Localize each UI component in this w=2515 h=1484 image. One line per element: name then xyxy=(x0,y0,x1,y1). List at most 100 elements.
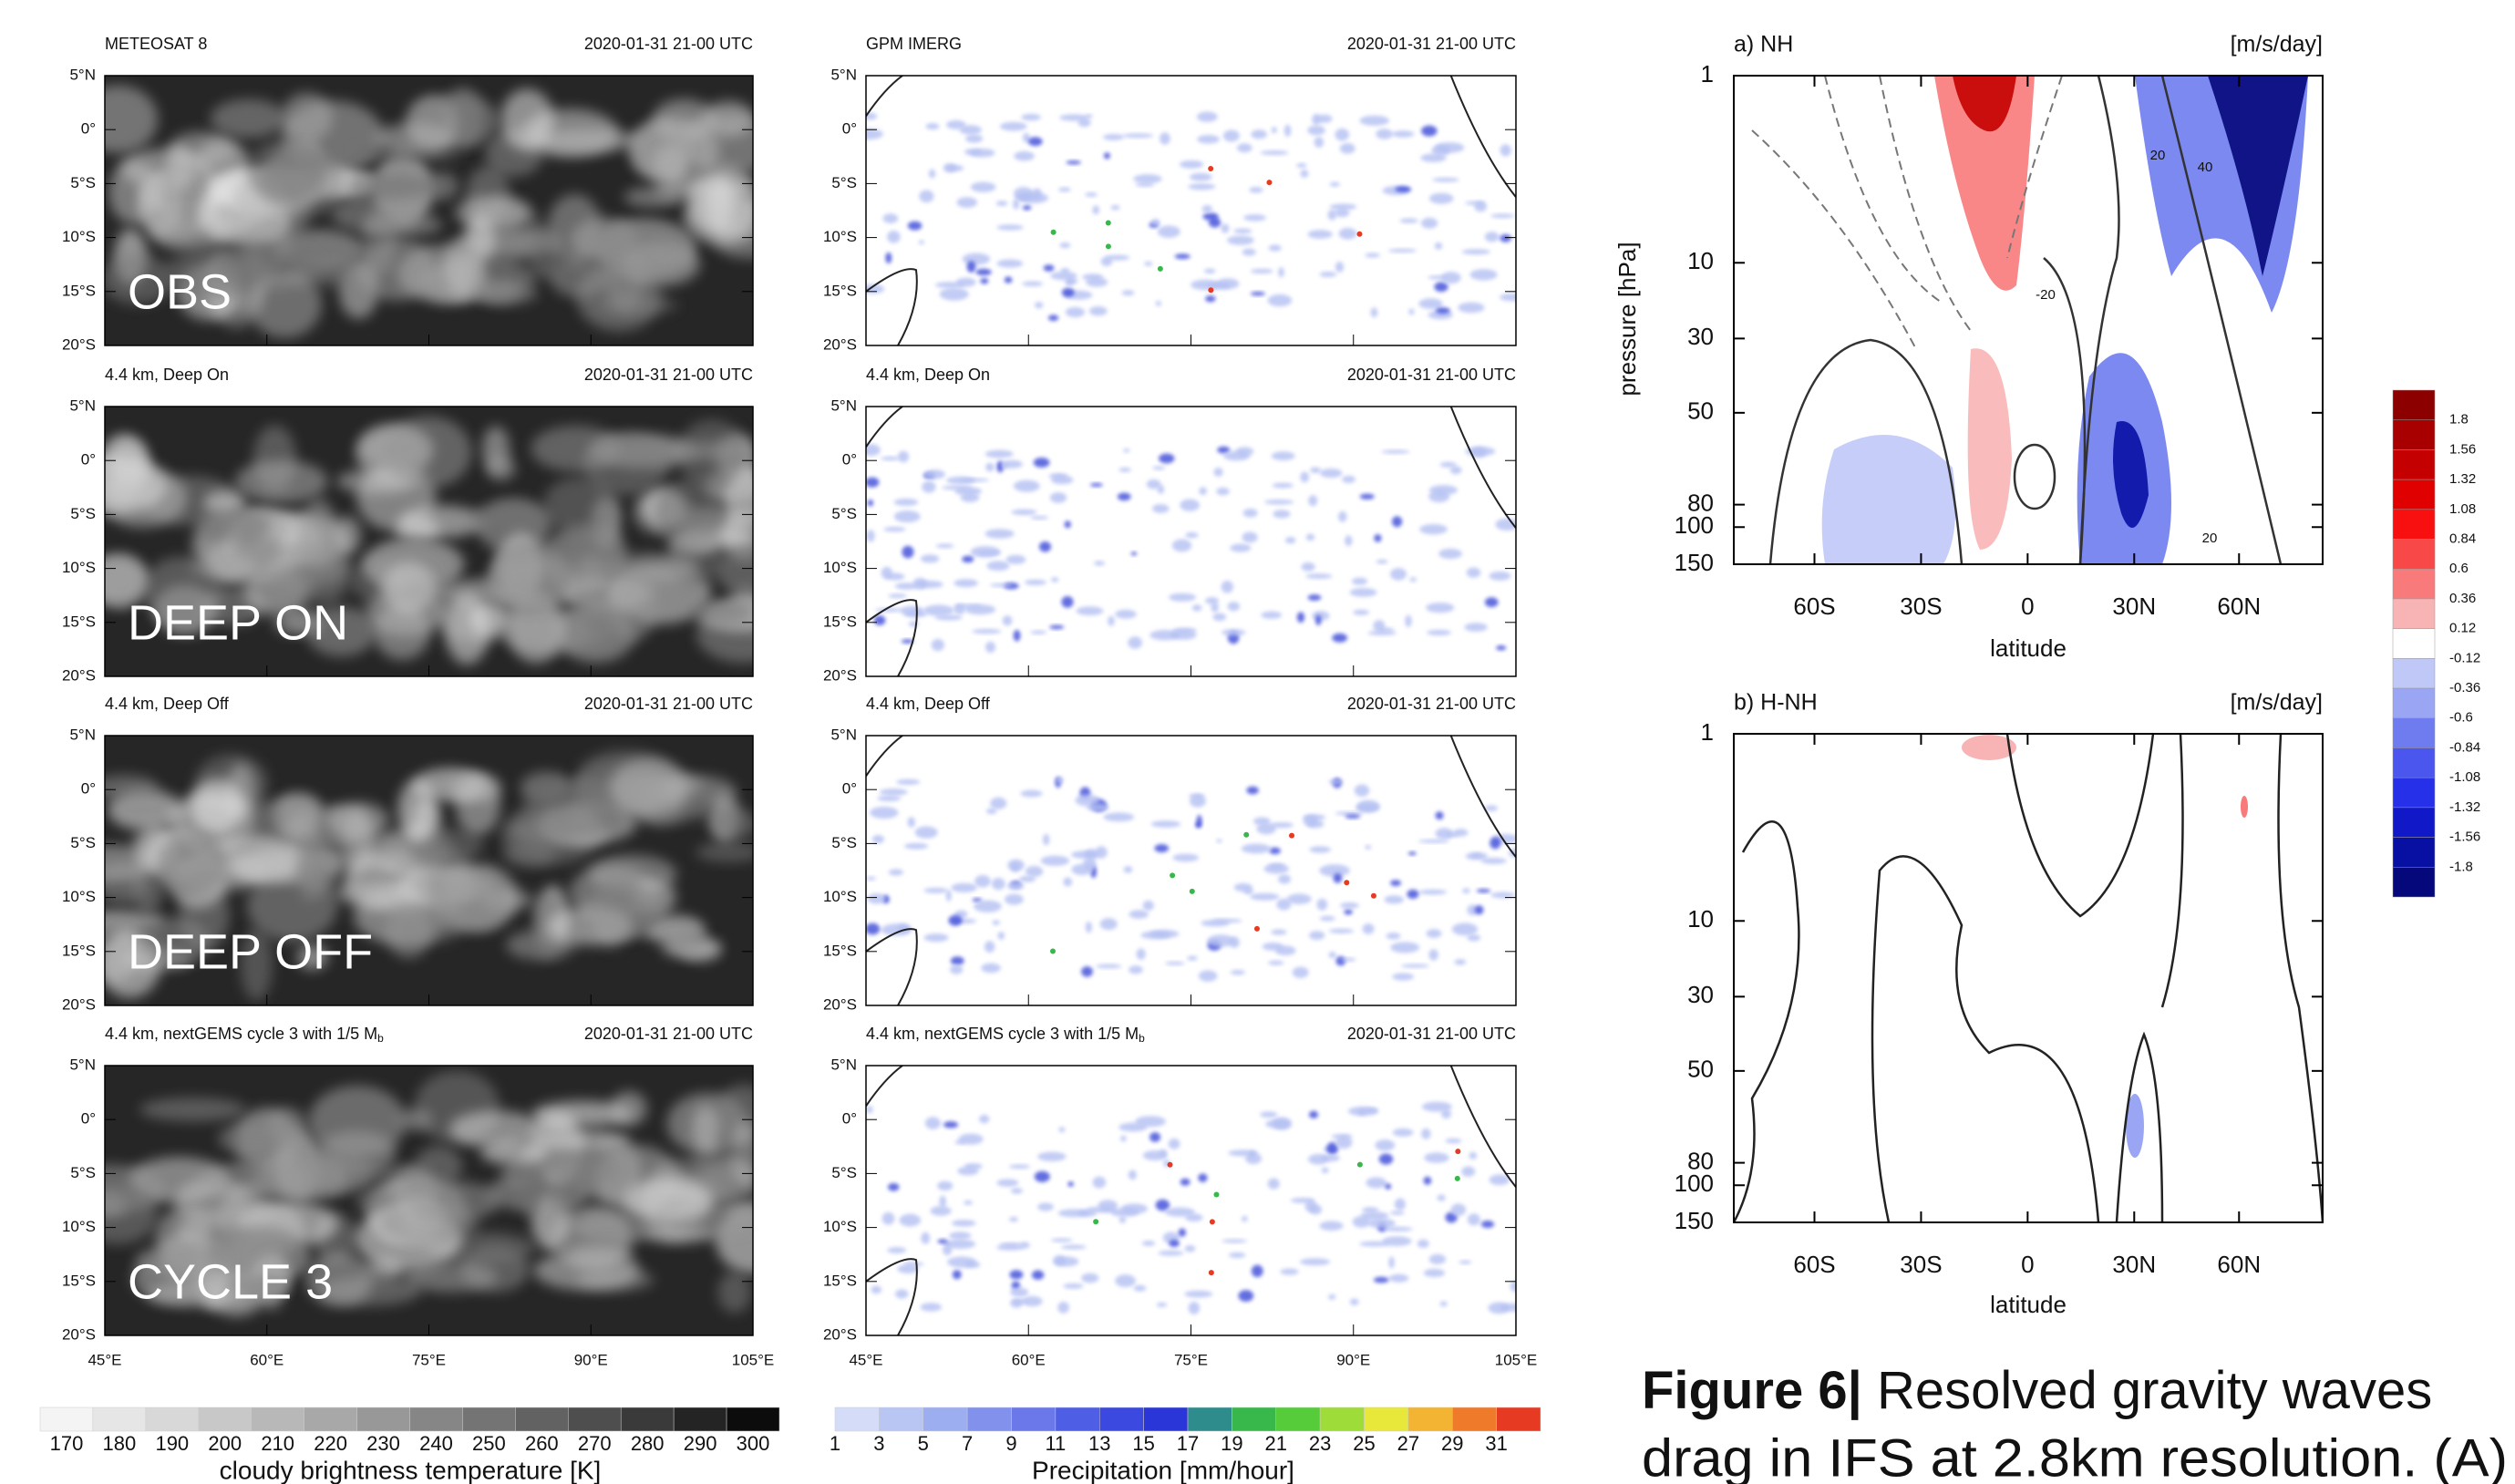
cloud xyxy=(445,235,478,297)
rain-cell xyxy=(1169,593,1197,602)
rain-cell xyxy=(962,555,974,563)
rain-cell xyxy=(1059,114,1088,121)
rain-cell xyxy=(1085,192,1098,197)
lat-tick-label: 20°S xyxy=(823,1325,857,1343)
lat-tick-label: 0° xyxy=(842,1110,857,1128)
rain-cell xyxy=(1011,509,1037,516)
rain-cell xyxy=(1063,1283,1084,1289)
rain-cell xyxy=(1118,467,1131,472)
rain-cell xyxy=(1198,970,1218,982)
rain-cell xyxy=(1304,1200,1317,1212)
lat-tick-label: 15°S xyxy=(823,1272,857,1289)
contour-line xyxy=(2043,257,2087,564)
colorbar-segment xyxy=(1232,1407,1276,1432)
rain-cell xyxy=(1420,153,1447,162)
rain-cell xyxy=(1094,561,1105,566)
rain-cell xyxy=(1142,900,1154,911)
contour-line xyxy=(1734,820,1800,1222)
rain-cell xyxy=(937,1239,948,1244)
rain-cell xyxy=(944,1239,976,1250)
rain-core xyxy=(1356,231,1363,237)
rain-cell xyxy=(1316,114,1333,123)
rain-cell xyxy=(1342,475,1355,483)
rain-cell xyxy=(1180,1178,1191,1186)
rain-cell xyxy=(1267,1178,1280,1190)
cloud xyxy=(425,171,459,201)
rain-cell xyxy=(1335,208,1350,218)
cloud xyxy=(105,775,159,800)
cloud xyxy=(306,606,376,657)
panel-title: 4.4 km, Deep On xyxy=(866,366,990,384)
rain-cell xyxy=(1301,562,1315,572)
colorbar-tick-label: 220 xyxy=(314,1432,347,1455)
lat-tick-label: 20°S xyxy=(823,995,857,1013)
rain-cell xyxy=(1118,1216,1127,1223)
colorbar-segment xyxy=(2392,777,2436,809)
rain-cell xyxy=(1474,905,1484,915)
rain-cell xyxy=(1216,839,1222,843)
cloud xyxy=(503,840,556,868)
rain-cell xyxy=(1021,113,1041,121)
cloud xyxy=(677,419,747,489)
coastline xyxy=(866,928,918,1005)
rain-cell xyxy=(1030,515,1049,520)
lat-tick-label: 5°N xyxy=(69,726,96,743)
coastline xyxy=(1449,76,1516,198)
cloud xyxy=(716,547,753,595)
rain-cell xyxy=(1284,537,1296,544)
rain-cell xyxy=(948,1232,972,1240)
rain-cell xyxy=(921,1232,931,1244)
colorbar-tick-label: 180 xyxy=(103,1432,137,1455)
colorbar-tick-label: 25 xyxy=(1353,1432,1375,1455)
rain-cell xyxy=(888,593,907,599)
cloud xyxy=(108,160,160,224)
cloud xyxy=(296,943,328,970)
colorbar-tick-label: 1.08 xyxy=(2449,501,2476,517)
rain-cell xyxy=(1059,242,1071,249)
lat-tick-label: 5°S xyxy=(831,1164,857,1181)
colorbar-segment xyxy=(2392,389,2436,420)
caption-label: Figure 6| xyxy=(1642,1361,1862,1420)
rain-cell xyxy=(1489,1174,1510,1186)
rain-cell xyxy=(1495,518,1516,531)
rain-cell xyxy=(1014,187,1034,200)
lat-tick-label: 10°S xyxy=(823,1218,857,1235)
lat-tick-label: 5°S xyxy=(831,505,857,522)
rain-cell xyxy=(1319,468,1343,479)
rain-cell xyxy=(1271,451,1295,461)
rain-cell xyxy=(1061,287,1075,297)
rain-cell xyxy=(1180,499,1200,511)
rain-cell xyxy=(1300,471,1310,483)
rain-cell xyxy=(1308,931,1325,940)
rain-cell xyxy=(1391,130,1415,138)
rain-cell xyxy=(1423,1176,1432,1185)
cloud xyxy=(448,1110,542,1149)
rain-cell xyxy=(1081,1273,1099,1283)
pressure-tick-label: 30 xyxy=(1687,323,1714,350)
rain-cell xyxy=(1319,864,1350,877)
map-panel xyxy=(105,736,753,1005)
cloud xyxy=(608,567,658,641)
rain-cell xyxy=(1229,1252,1246,1259)
colorbar-tick-label: -0.6 xyxy=(2449,710,2473,726)
rain-cell xyxy=(1230,543,1252,552)
rain-cell xyxy=(959,125,982,135)
rain-cell xyxy=(1009,1216,1018,1222)
rain-cell xyxy=(1328,1293,1336,1300)
colorbar-tick-label: 270 xyxy=(578,1432,612,1455)
rain-cell xyxy=(948,914,963,926)
colorbar-tick-label: 170 xyxy=(50,1432,84,1455)
rain-core xyxy=(1289,832,1295,839)
cloud xyxy=(610,757,689,817)
rain-cell xyxy=(999,121,1027,131)
colorbar-tick-label: 0.84 xyxy=(2449,531,2476,546)
cloud xyxy=(717,1271,752,1314)
rain-cell xyxy=(1315,614,1322,626)
panel-title: 4.4 km, nextGEMS cycle 3 with 1/5 Mb xyxy=(105,1025,384,1045)
rain-core xyxy=(1370,892,1376,899)
cloud xyxy=(507,591,565,664)
rain-core xyxy=(1050,229,1057,235)
rain-cell xyxy=(1033,458,1050,468)
rain-cell xyxy=(1118,1122,1148,1132)
rain-cell xyxy=(1367,630,1397,635)
